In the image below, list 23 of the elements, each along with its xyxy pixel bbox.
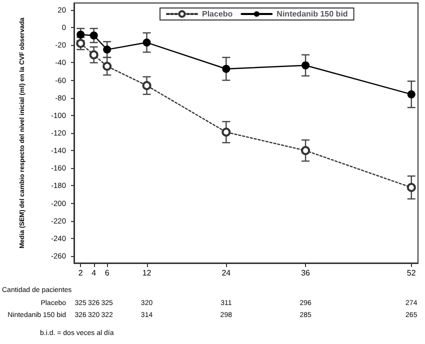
x-tick-label: 2 bbox=[78, 268, 84, 278]
point bbox=[222, 64, 230, 73]
point bbox=[302, 61, 310, 70]
x-tick-label: 4 bbox=[92, 268, 97, 278]
point bbox=[76, 30, 85, 39]
legend-label: Placebo bbox=[202, 10, 233, 18]
point bbox=[301, 146, 310, 156]
point bbox=[102, 62, 112, 71]
x-tick-label: 36 bbox=[301, 268, 311, 278]
point bbox=[222, 128, 231, 137]
point bbox=[103, 46, 112, 54]
x-tick-label: 6 bbox=[104, 268, 110, 278]
point bbox=[89, 50, 98, 60]
point bbox=[90, 32, 98, 40]
legend-label: Nintedanib 150 bid bbox=[276, 10, 348, 18]
point bbox=[142, 81, 152, 90]
point bbox=[406, 182, 416, 192]
x-tick-label: 12 bbox=[142, 268, 152, 278]
x-tick-label: 52 bbox=[406, 268, 416, 278]
x-tick-label: 24 bbox=[222, 268, 232, 278]
point bbox=[76, 38, 86, 48]
point bbox=[142, 38, 151, 47]
point bbox=[407, 90, 416, 98]
